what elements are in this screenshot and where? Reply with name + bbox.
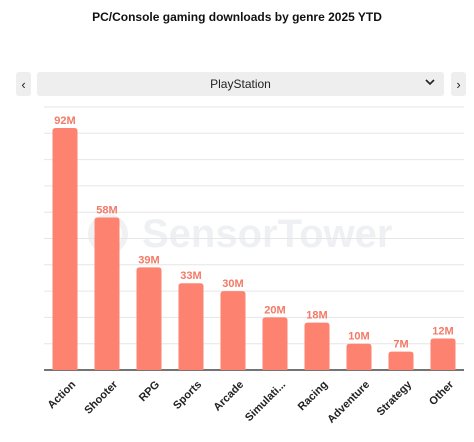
chevron-down-icon [424,76,436,91]
data-label: 58M [96,204,117,216]
data-label: 10M [348,331,369,343]
chevron-left-icon: ‹ [21,76,26,92]
bar [136,267,162,370]
data-label: 30M [222,278,243,290]
x-tick-label: Action [46,379,79,412]
chart-title: PC/Console gaming downloads by genre 202… [92,10,382,24]
x-tick-label: Shooter [82,378,120,416]
watermark: SensorTower [84,210,404,266]
bar [304,322,330,370]
x-tick-label: Racing [296,379,330,413]
bar [178,283,204,370]
bar [430,338,456,370]
x-tick-label: Simulati... [243,379,288,424]
watermark-text: SensorTower [142,212,393,256]
data-label: 33M [180,270,201,282]
x-tick-label: Strategy [375,378,415,418]
x-tick-label: Adventure [325,379,372,426]
bar [52,128,78,370]
next-button[interactable]: › [451,72,466,96]
data-label: 12M [432,325,453,337]
chevron-right-icon: › [456,76,461,92]
platform-selector-row: ‹ PlayStation › [16,72,466,96]
data-label: 18M [306,310,327,322]
x-tick-label: Other [427,378,457,408]
bar [346,343,372,370]
x-tick-label: RPG [137,379,162,404]
data-label: 7M [393,339,408,351]
platform-select[interactable]: PlayStation [37,72,444,96]
platform-select-value: PlayStation [210,77,271,91]
data-label: 20M [264,304,285,316]
previous-button[interactable]: ‹ [16,72,31,96]
bar [94,217,120,370]
bar [220,291,246,370]
bar [262,317,288,370]
bar [388,351,414,370]
x-tick-label: Arcade [211,379,246,414]
data-label: 39M [138,254,159,266]
data-label: 92M [54,115,75,127]
x-tick-label: Sports [171,379,204,412]
